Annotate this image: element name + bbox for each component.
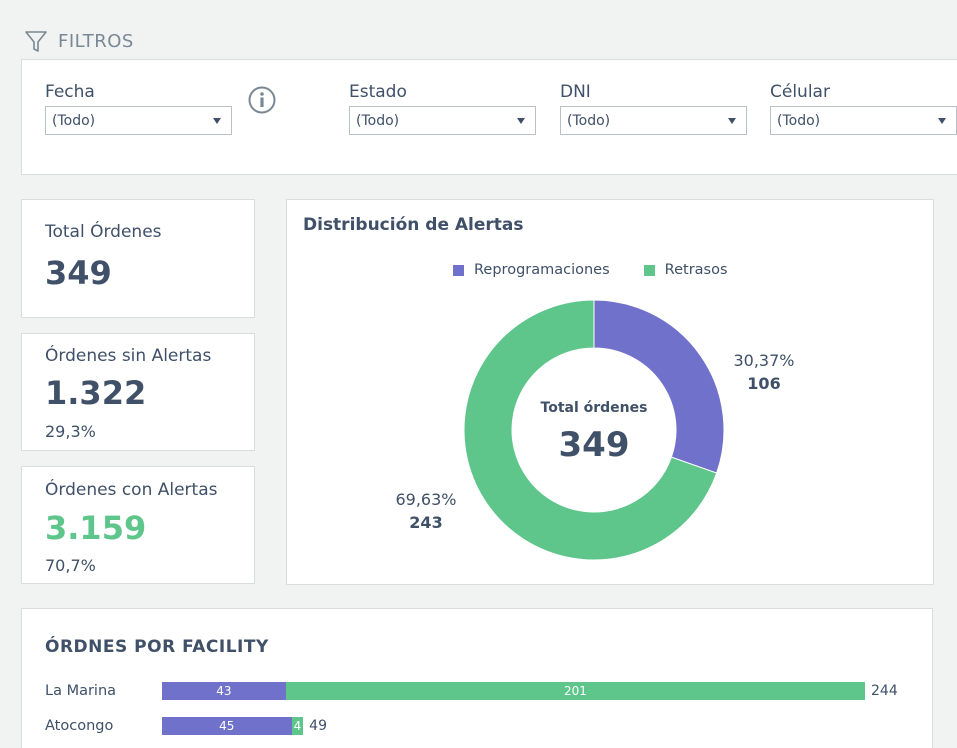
facility-name: Atocongo xyxy=(45,718,114,734)
slice-value-label: 243 xyxy=(409,513,442,532)
slice-percent-label: 69,63% xyxy=(395,490,456,509)
donut-center-value: 349 xyxy=(559,425,630,465)
fecha-select[interactable]: (Todo) xyxy=(45,106,232,135)
legend-label: Retrasos xyxy=(664,262,728,278)
chart-title: Distribución de Alertas xyxy=(303,215,524,235)
alert-distribution-card: Distribución de Alertas Reprogramaciones… xyxy=(286,199,934,585)
kpi-title: Órdenes con Alertas xyxy=(45,480,218,500)
kpi-value: 349 xyxy=(45,254,112,292)
bar-total-label: 244 xyxy=(871,683,898,699)
donut-center-label: Total órdenes xyxy=(541,400,648,416)
donut-slice-retrasos[interactable] xyxy=(463,299,718,561)
legend-label: Reprogramaciones xyxy=(474,262,610,278)
kpi-value: 3.159 xyxy=(45,509,147,547)
filters-title: FILTROS xyxy=(58,30,134,52)
facility-title: ÓRDNES POR FACILITY xyxy=(45,637,269,657)
kpi-title: Total Órdenes xyxy=(45,222,162,242)
filter-panel: Fecha (Todo) Estado (Todo) DNI (Todo) Cé… xyxy=(21,59,957,175)
kpi-total-ordenes: Total Órdenes 349 xyxy=(21,199,255,318)
kpi-sin-alertas: Órdenes sin Alertas 1.322 29,3% xyxy=(21,333,255,451)
filter-estado: Estado (Todo) xyxy=(349,82,536,135)
celular-select[interactable]: (Todo) xyxy=(770,106,957,135)
info-icon[interactable] xyxy=(247,85,277,115)
chevron-down-icon xyxy=(938,117,946,124)
select-value: (Todo) xyxy=(52,112,96,129)
donut-chart: Total órdenes 349 30,37% 106 69,63% 243 xyxy=(395,299,795,561)
filters-header: FILTROS xyxy=(24,28,134,54)
kpi-con-alertas: Órdenes con Alertas 3.159 70,7% xyxy=(21,466,255,584)
facility-card: ÓRDNES POR FACILITY La Marina 43 201 244 Ato… xyxy=(21,608,933,748)
filter-label: Célular xyxy=(770,82,830,102)
filter-fecha: Fecha (Todo) xyxy=(45,82,232,135)
bar-segment-retrasos[interactable]: 201 xyxy=(285,682,865,700)
chevron-down-icon xyxy=(728,117,736,124)
slice-value-label: 106 xyxy=(747,374,780,393)
donut-slice-reprogramaciones[interactable] xyxy=(593,299,725,474)
filter-icon xyxy=(25,31,47,52)
chart-legend: Reprogramaciones Retrasos xyxy=(453,262,728,278)
select-value: (Todo) xyxy=(567,112,611,129)
kpi-percent: 70,7% xyxy=(45,556,96,575)
filter-label: DNI xyxy=(560,82,591,102)
kpi-value: 1.322 xyxy=(45,374,147,412)
legend-swatch xyxy=(643,264,655,276)
dni-select[interactable]: (Todo) xyxy=(560,106,747,135)
bar-segment-retrasos[interactable]: 4 xyxy=(291,717,304,735)
filter-dni: DNI (Todo) xyxy=(560,82,747,135)
filter-label: Fecha xyxy=(45,82,95,102)
kpi-title: Órdenes sin Alertas xyxy=(45,346,212,366)
legend-swatch xyxy=(453,264,464,276)
kpi-percent: 29,3% xyxy=(45,422,96,441)
slice-percent-label: 30,37% xyxy=(733,351,794,370)
legend-item-retrasos[interactable]: Retrasos xyxy=(643,262,728,278)
bar-segment-reprogramaciones[interactable]: 43 xyxy=(162,682,286,700)
facility-row: Atocongo 45 4 49 xyxy=(22,717,932,735)
facility-name: La Marina xyxy=(45,683,117,699)
select-value: (Todo) xyxy=(356,112,400,129)
filter-label: Estado xyxy=(349,82,407,102)
filter-celular: Célular (Todo) xyxy=(770,82,957,135)
chevron-down-icon xyxy=(213,117,221,124)
select-value: (Todo) xyxy=(777,112,821,129)
bar-segment-reprogramaciones[interactable]: 45 xyxy=(162,717,292,735)
estado-select[interactable]: (Todo) xyxy=(349,106,536,135)
chevron-down-icon xyxy=(517,117,525,124)
facility-row: La Marina 43 201 244 xyxy=(22,682,932,700)
bar-total-label: 49 xyxy=(309,718,327,734)
legend-item-reprogramaciones[interactable]: Reprogramaciones xyxy=(453,262,610,278)
